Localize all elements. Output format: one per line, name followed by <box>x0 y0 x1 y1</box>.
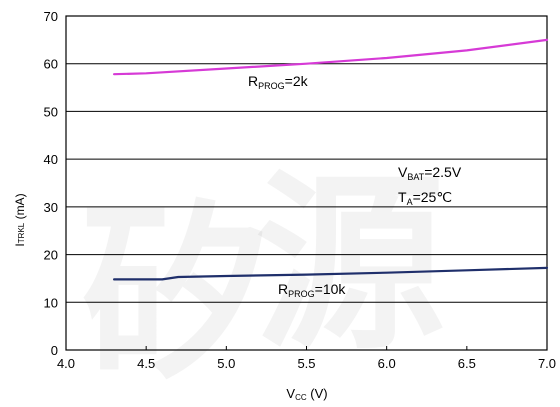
annotation-vbat-main: V <box>398 164 408 180</box>
series-label-10k-sub: PROG <box>288 289 315 299</box>
annotation-ta-sub: A <box>407 197 413 207</box>
x-axis-label: VCC (V) <box>286 386 327 402</box>
watermark: 矽 源 <box>80 154 445 405</box>
y-axis-label-main: I <box>13 243 27 246</box>
y-axis-label: ITRKL (mA) <box>13 193 27 246</box>
annotation-ta-rest: =25℃ <box>413 189 452 205</box>
series-label-2k-rest: =2k <box>285 73 309 89</box>
y-tick-label: 40 <box>44 152 58 167</box>
watermark-char-2: 源 <box>255 154 445 375</box>
x-tick-label: 6.5 <box>458 356 476 371</box>
y-tick-label: 0 <box>51 343 58 358</box>
x-axis-label-sub: CC <box>295 393 307 402</box>
series-label-10k-rest: =10k <box>315 281 347 297</box>
series-label-2k-sub: PROG <box>258 81 285 91</box>
y-tick-labels: 0 10 20 30 40 50 60 70 <box>44 9 58 358</box>
x-tick-label: 7.0 <box>538 356 556 371</box>
series-label-10k-main: R <box>278 281 288 297</box>
series-label-2k: RPROG=2k <box>248 73 309 91</box>
annotation-vbat-sub: BAT <box>407 172 424 182</box>
y-tick-label: 70 <box>44 9 58 24</box>
x-tick-label: 5.5 <box>297 356 315 371</box>
x-tick-label: 6.0 <box>378 356 396 371</box>
x-tick-label: 4.0 <box>57 356 75 371</box>
y-tick-label: 60 <box>44 57 58 72</box>
annotation-vbat: VBAT=2.5V <box>398 164 462 182</box>
annotation-vbat-rest: =2.5V <box>424 164 462 180</box>
series-line-1 <box>112 266 549 281</box>
plot-frame <box>65 15 548 351</box>
annotation-ta: TA=25℃ <box>398 189 452 207</box>
annotation-ta-main: T <box>398 189 407 205</box>
watermark-char-1: 矽 <box>80 184 270 405</box>
series-label-2k-main: R <box>248 73 258 89</box>
x-tick-label: 4.5 <box>137 356 155 371</box>
y-tick-label: 20 <box>44 248 58 263</box>
y-tick-label: 10 <box>44 295 58 310</box>
y-tick-label: 50 <box>44 104 58 119</box>
x-tick-labels: 4.0 4.5 5.0 5.5 6.0 6.5 7.0 <box>57 356 556 371</box>
x-axis-label-unit: (V) <box>307 386 328 401</box>
series-label-10k: RPROG=10k <box>278 281 346 299</box>
x-axis-label-main: V <box>286 386 295 401</box>
y-axis-label-unit: (mA) <box>13 193 27 222</box>
x-tick-label: 5.0 <box>217 356 235 371</box>
y-axis-label-sub: TRKL <box>17 222 26 243</box>
series-group <box>112 38 549 281</box>
series-line-0 <box>112 38 549 76</box>
y-tick-label: 30 <box>44 200 58 215</box>
